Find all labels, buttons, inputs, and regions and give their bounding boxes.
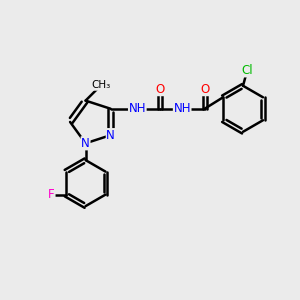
Text: N: N <box>81 137 90 150</box>
Text: N: N <box>106 129 115 142</box>
Text: O: O <box>200 82 209 96</box>
Text: F: F <box>48 188 55 201</box>
Text: NH: NH <box>173 102 191 115</box>
Text: CH₃: CH₃ <box>92 80 111 90</box>
Text: O: O <box>155 82 164 96</box>
Text: NH: NH <box>129 102 146 115</box>
Text: Cl: Cl <box>242 64 253 77</box>
